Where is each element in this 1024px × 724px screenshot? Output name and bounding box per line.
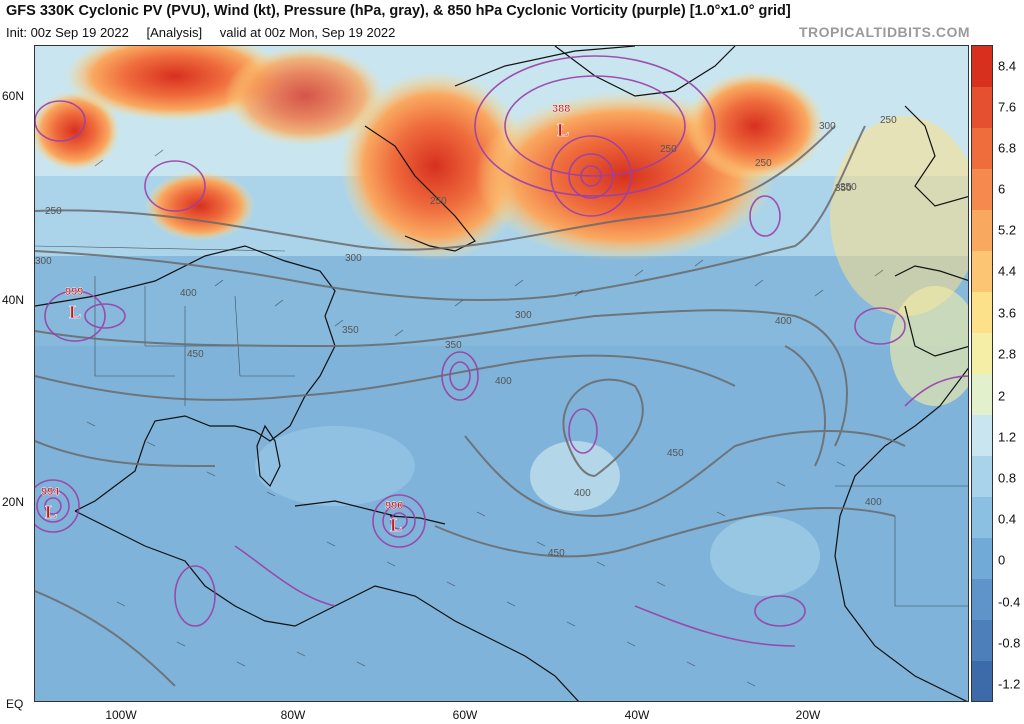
colorbar-band: [972, 46, 992, 87]
map-subtitle: Init: 00z Sep 19 2022 [Analysis] valid a…: [6, 25, 409, 40]
contour-labels: 250 250 250 250 300 300 300 350 350 350 …: [35, 115, 897, 559]
map-svg: 250 250 250 250 300 300 300 350 350 350 …: [35, 46, 968, 701]
colorbar-label: -1.2: [998, 676, 1021, 692]
lon-label: 100W: [105, 708, 137, 722]
colorbar-band: [972, 292, 992, 333]
lat-label: 20N: [2, 495, 25, 509]
colorbar-label: 6: [998, 181, 1006, 197]
colorbar-label: 5.2: [998, 222, 1017, 238]
svg-text:L: L: [557, 120, 569, 140]
contour-label: 400: [865, 497, 882, 508]
contour-label: 400: [180, 288, 197, 299]
colorbar-band: [972, 333, 992, 374]
contour-label: 250: [755, 158, 772, 169]
vorticity-contours: [35, 55, 968, 647]
colorbar-band: [972, 579, 992, 620]
svg-text:388: 388: [552, 103, 570, 115]
pressure-contours: [35, 125, 906, 687]
colorbar-bands: [972, 46, 992, 701]
low-marker: 994 L: [41, 486, 61, 522]
colorbar-label: -0.4: [998, 594, 1021, 610]
colorbar-label: 8.4: [998, 58, 1017, 74]
colorbar-label: 3.6: [998, 305, 1017, 321]
colorbar-band: [972, 87, 992, 128]
contour-label: 450: [548, 548, 565, 559]
map-panel: 250 250 250 250 300 300 300 350 350 350 …: [34, 45, 969, 702]
contour-label: 300: [35, 256, 52, 267]
colorbar-band: [972, 661, 992, 701]
contour-label: 350: [835, 183, 852, 194]
analysis-tag: [Analysis]: [146, 25, 203, 40]
colorbar-band: [972, 497, 992, 538]
contour-label: 350: [342, 325, 359, 336]
lat-label: 60N: [2, 89, 25, 103]
svg-text:999: 999: [65, 286, 83, 298]
contour-label: 300: [819, 121, 836, 132]
colorbar-label: 4.4: [998, 263, 1017, 279]
colorbar-band: [972, 128, 992, 169]
init-time: Init: 00z Sep 19 2022: [6, 25, 129, 40]
watermark: TROPICALTIDBITS.COM: [798, 24, 970, 40]
svg-text:994: 994: [41, 486, 60, 498]
contour-label: 400: [775, 316, 792, 327]
colorbar-svg: [972, 46, 992, 701]
contour-label: 400: [495, 376, 512, 387]
contour-label: 300: [515, 310, 532, 321]
colorbar-band: [972, 456, 992, 497]
valid-time: valid at 00z Mon, Sep 19 2022: [219, 25, 396, 40]
low-marker: 990 L: [385, 500, 404, 535]
colorbar-band: [972, 415, 992, 456]
wind-barbs: [86, 149, 884, 687]
colorbar: [971, 45, 993, 702]
map-title: GFS 330K Cyclonic PV (PVU), Wind (kt), P…: [6, 3, 791, 19]
contour-label: 250: [430, 196, 447, 207]
colorbar-band: [972, 210, 992, 251]
colorbar-label: 1.2: [998, 429, 1017, 445]
colorbar-label: 2: [998, 388, 1006, 404]
low-marker: 388 L: [552, 103, 571, 141]
contour-label: 250: [880, 115, 897, 126]
lon-label: 80W: [280, 708, 306, 722]
svg-text:L: L: [390, 515, 402, 535]
contour-label: 250: [45, 206, 62, 217]
contour-label: 300: [345, 253, 362, 264]
contour-label: 400: [574, 488, 591, 499]
colorbar-label: 0.4: [998, 511, 1017, 527]
svg-text:L: L: [69, 302, 81, 322]
low-pressure-markers: 999 L 994 L 990 L 388 L: [41, 103, 571, 535]
svg-text:L: L: [45, 502, 57, 522]
lon-label: 20W: [795, 708, 821, 722]
colorbar-band: [972, 538, 992, 579]
lon-label: 60W: [452, 708, 478, 722]
lon-label: 40W: [624, 708, 650, 722]
tropics-field: [35, 346, 968, 701]
lat-label: EQ: [6, 697, 24, 711]
borders: [35, 245, 968, 607]
contour-label: 350: [445, 340, 462, 351]
contour-label: 350: [840, 182, 857, 193]
svg-text:990: 990: [385, 500, 403, 512]
colorbar-band: [972, 374, 992, 415]
colorbar-label: -0.8: [998, 635, 1021, 651]
colorbar-band: [972, 251, 992, 292]
colorbar-label: 7.6: [998, 99, 1017, 115]
colorbar-band: [972, 169, 992, 210]
contour-label: 450: [667, 448, 684, 459]
colorbar-label: 2.8: [998, 346, 1017, 362]
contour-label: 450: [187, 349, 204, 360]
colorbar-band: [972, 620, 992, 661]
colorbar-label: 0: [998, 552, 1006, 568]
low-marker: 999 L: [65, 286, 84, 323]
colorbar-label: 6.8: [998, 140, 1017, 156]
coastlines: [35, 46, 968, 701]
lat-label: 40N: [2, 293, 25, 307]
colorbar-label: 0.8: [998, 470, 1017, 486]
pv-high-regions: [35, 46, 968, 596]
contour-label: 250: [660, 144, 677, 155]
